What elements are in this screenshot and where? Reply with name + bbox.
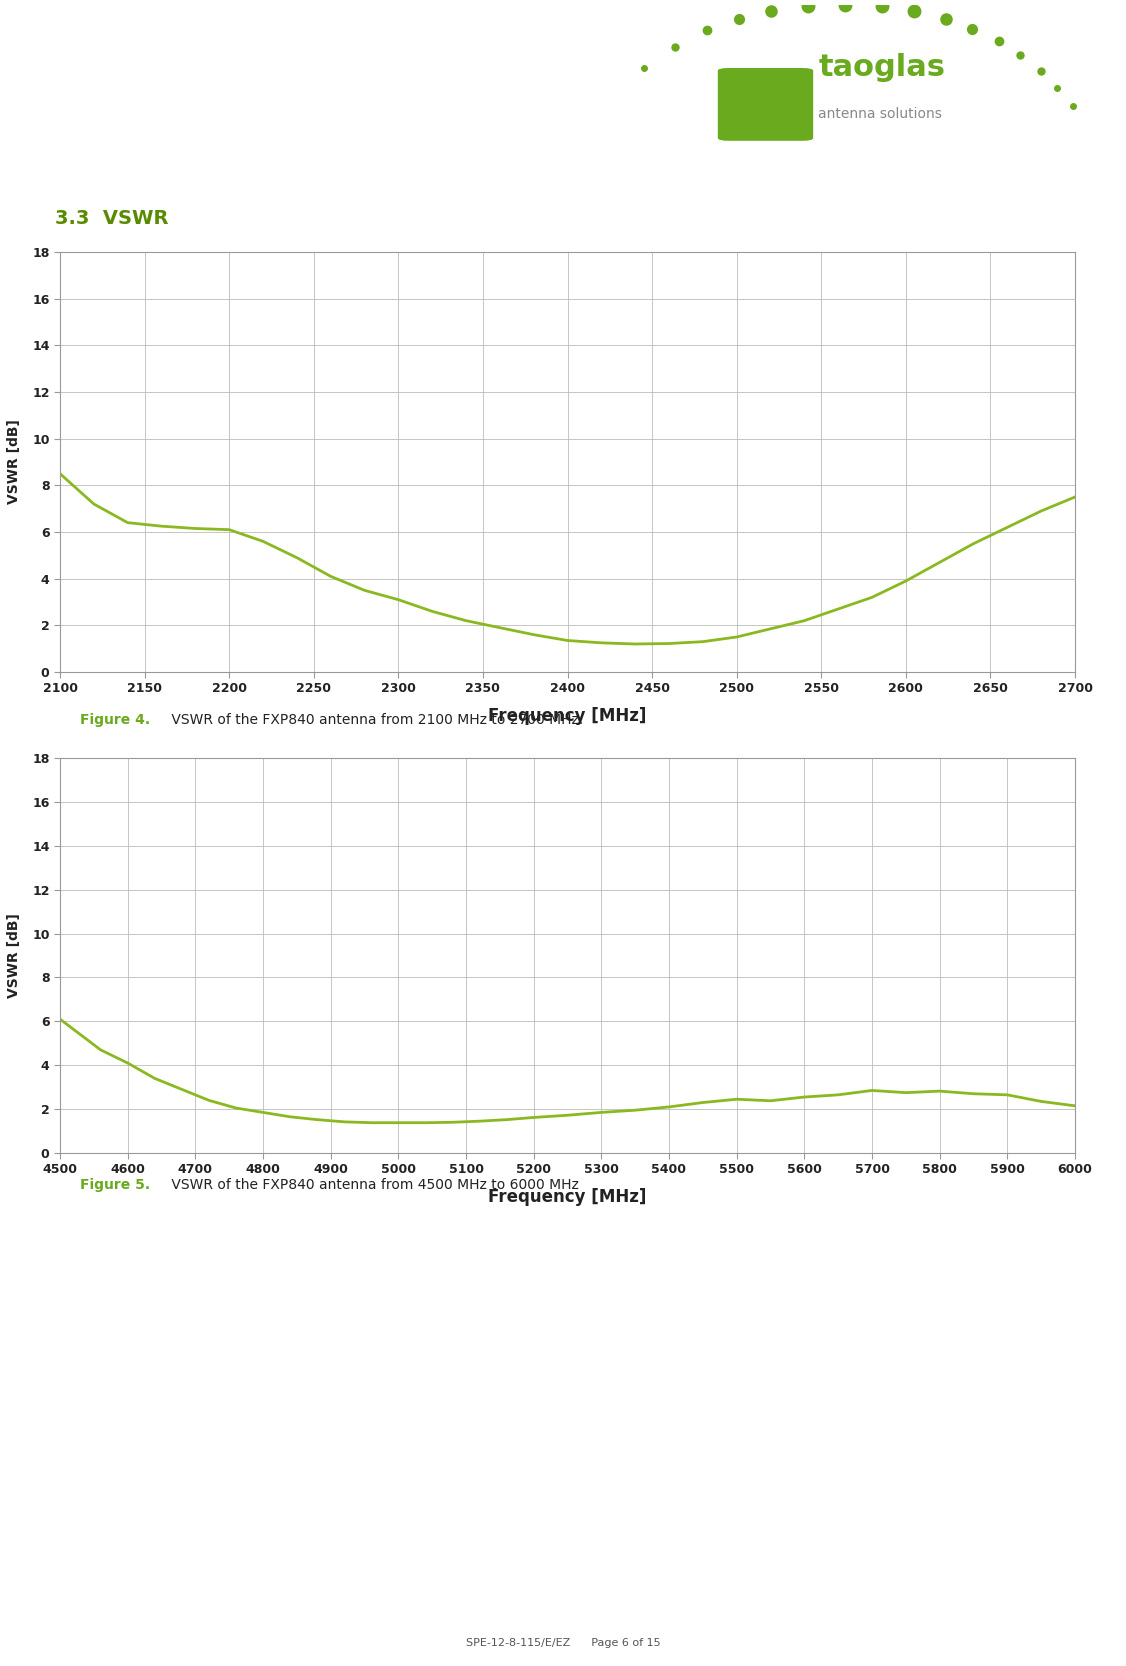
Y-axis label: VSWR [dB]: VSWR [dB] — [7, 420, 21, 505]
Text: antenna solutions: antenna solutions — [819, 107, 942, 122]
FancyBboxPatch shape — [717, 68, 813, 142]
Text: 3.3  VSWR: 3.3 VSWR — [55, 208, 169, 228]
X-axis label: Frequency [MHz]: Frequency [MHz] — [489, 706, 646, 725]
Text: Figure 4.: Figure 4. — [80, 713, 150, 726]
X-axis label: Frequency [MHz]: Frequency [MHz] — [489, 1188, 646, 1206]
Text: taoglas: taoglas — [819, 53, 946, 83]
Text: VSWR of the FXP840 antenna from 2100 MHz to 2700 MHz.: VSWR of the FXP840 antenna from 2100 MHz… — [167, 713, 583, 726]
Text: SPE-12-8-115/E/EZ      Page 6 of 15: SPE-12-8-115/E/EZ Page 6 of 15 — [466, 1638, 660, 1648]
Text: Figure 5.: Figure 5. — [80, 1178, 150, 1191]
Y-axis label: VSWR [dB]: VSWR [dB] — [7, 913, 21, 998]
Text: VSWR of the FXP840 antenna from 4500 MHz to 6000 MHz: VSWR of the FXP840 antenna from 4500 MHz… — [167, 1178, 579, 1191]
